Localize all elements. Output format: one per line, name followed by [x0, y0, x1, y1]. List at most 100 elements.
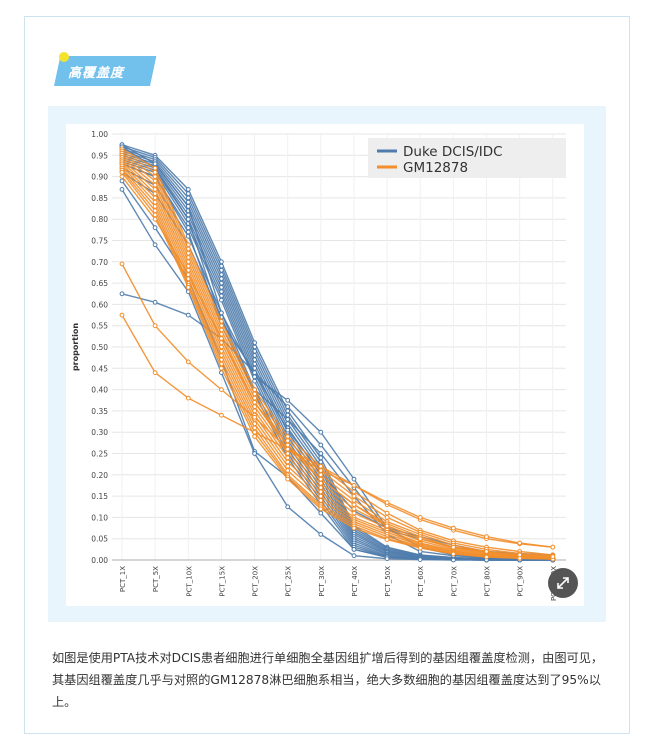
data-point [318, 442, 324, 448]
data-point [351, 506, 357, 512]
y-tick-label: 0.55 [91, 322, 108, 331]
x-tick-label: PCT_90X [517, 566, 525, 597]
data-point [185, 312, 191, 318]
data-point [384, 523, 390, 529]
data-point [285, 446, 291, 452]
data-point [285, 397, 291, 403]
y-tick-label: 0.35 [91, 407, 108, 416]
legend: Duke DCIS/IDC GM12878 [368, 138, 566, 178]
data-point [152, 195, 158, 201]
data-point [219, 387, 224, 393]
x-tick-label: PCT_30X [318, 566, 326, 597]
data-point [351, 510, 357, 516]
y-tick-label: 0.65 [91, 279, 108, 288]
x-tick-label: PCT_10X [185, 566, 193, 597]
data-point [351, 502, 357, 508]
data-point [119, 187, 125, 192]
data-point [252, 414, 258, 420]
data-point [185, 191, 191, 196]
data-point [152, 174, 158, 179]
data-point [318, 480, 324, 486]
data-point [152, 204, 158, 209]
data-point [119, 174, 125, 179]
data-point [484, 554, 489, 560]
series-line [121, 176, 553, 558]
data-point [351, 489, 357, 495]
chart-container[interactable]: 0.00 0.05 0.10 0.15 0.20 0.25 0.30 0.35 0.40 0.45… [66, 124, 584, 606]
series-duke-16 [119, 187, 556, 563]
data-point [219, 365, 224, 371]
data-point [351, 476, 357, 482]
y-tick-label: 0.50 [91, 343, 108, 352]
data-point [152, 242, 158, 248]
data-point [152, 199, 158, 205]
data-point [517, 540, 523, 546]
y-tick-label: 0.85 [91, 194, 108, 203]
x-tick-label: PCT_5X [152, 566, 160, 592]
zoom-button[interactable] [548, 568, 578, 598]
series-lines [119, 142, 556, 563]
series-gm-29 [119, 169, 556, 562]
data-point [351, 547, 357, 552]
section-tag-dot [59, 52, 69, 62]
data-point [252, 429, 258, 435]
data-point [185, 285, 191, 290]
x-tick-label: PCT_70X [450, 566, 458, 597]
data-point [152, 323, 158, 329]
data-point [152, 178, 158, 184]
data-point [185, 216, 191, 222]
y-tick-label: 0.70 [91, 258, 108, 267]
x-tick-label: PCT_50X [384, 566, 392, 597]
data-point [185, 195, 191, 201]
data-point [451, 544, 456, 550]
x-tick-label: PCT_60X [417, 566, 425, 597]
data-point [219, 310, 224, 316]
series-line [121, 148, 553, 556]
legend-label-duke: Duke DCIS/IDC [403, 144, 503, 160]
x-tick-label: PCT_80X [484, 566, 492, 597]
data-point [351, 553, 357, 559]
data-point [318, 510, 324, 516]
section-title: 高覆盖度 [68, 66, 125, 81]
data-point [185, 229, 191, 235]
data-point [285, 427, 291, 433]
y-tick-label: 0.40 [91, 386, 108, 395]
y-tick-label: 0.15 [91, 492, 108, 501]
data-point [285, 442, 291, 448]
series-line [121, 156, 553, 559]
data-point [417, 545, 423, 551]
data-point [152, 161, 158, 167]
data-point [252, 434, 258, 439]
data-point [318, 489, 324, 495]
series-line [121, 163, 553, 560]
data-point [384, 500, 390, 505]
series-line [121, 171, 553, 560]
y-tick-label: 0.05 [91, 535, 108, 544]
data-point [318, 451, 324, 456]
series-gm-30 [119, 174, 556, 560]
data-point [219, 297, 224, 303]
data-point [484, 534, 489, 540]
data-point [318, 498, 324, 503]
data-point [119, 291, 125, 297]
y-tick-label: 0.20 [91, 471, 108, 480]
x-tick-label: PCT_1X [119, 566, 127, 592]
data-point [318, 476, 324, 482]
data-point [351, 525, 357, 531]
data-point [152, 165, 158, 171]
series-duke-2 [119, 146, 556, 563]
data-point [152, 216, 158, 222]
data-point [285, 404, 291, 410]
data-point [152, 208, 158, 214]
data-point [285, 504, 291, 510]
y-tick-label: 0.90 [91, 173, 108, 182]
data-point [384, 515, 390, 520]
coverage-line-chart: 0.00 0.05 0.10 0.15 0.20 0.25 0.30 0.35 0.40 0.45… [71, 130, 566, 601]
data-point [185, 359, 191, 365]
y-tick-label: 0.45 [91, 364, 108, 373]
y-tick-label: 0.30 [91, 428, 108, 437]
description-text: 如图是使用PTA技术对DCIS患者细胞进行单细胞全基因组扩增后得到的基因组覆盖度… [52, 651, 604, 709]
data-point [285, 417, 291, 422]
data-point [318, 493, 324, 499]
series-line [121, 263, 553, 548]
